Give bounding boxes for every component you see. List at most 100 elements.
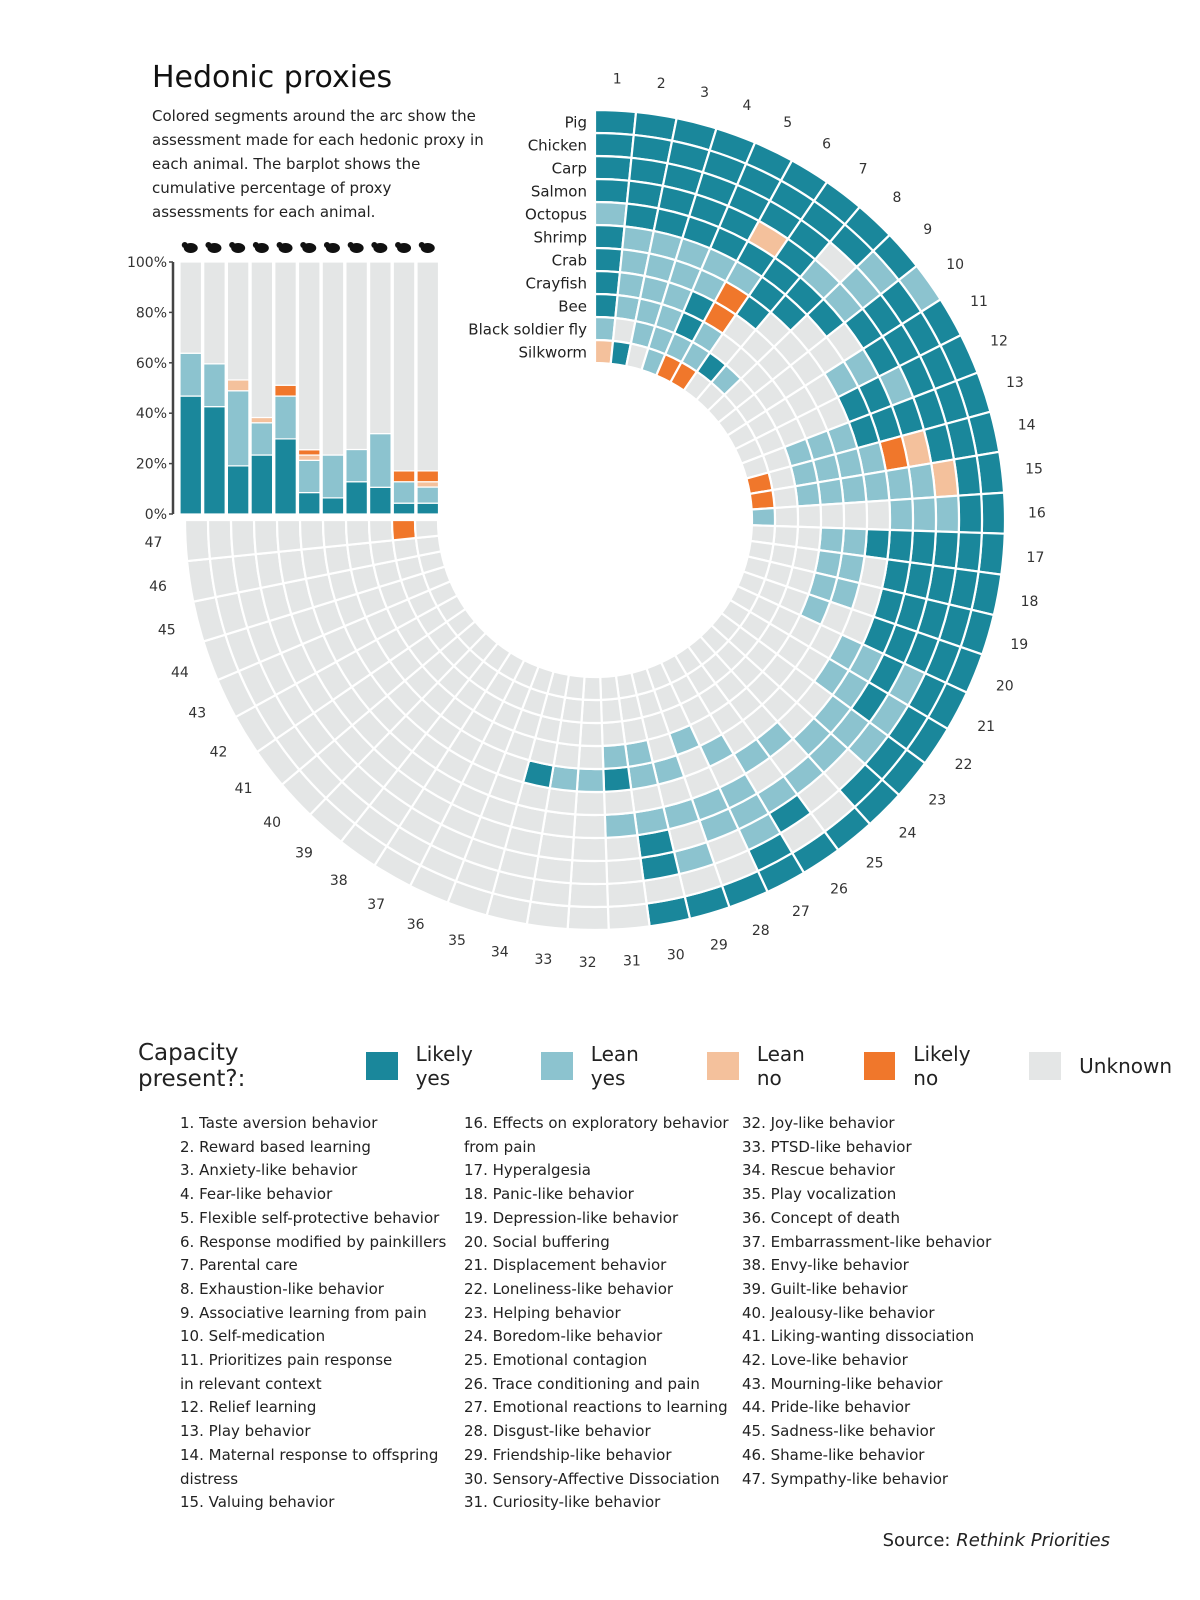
segment-pig-proxy-1 (593, 108, 638, 137)
segment-salmon-proxy-31 (604, 833, 642, 862)
bar-segment-likely_yes (274, 438, 297, 515)
segment-crab-proxy-32 (575, 767, 606, 794)
legend-item-label: Likely yes (415, 1042, 473, 1090)
legend-swatch (707, 1052, 739, 1080)
proxy-number: 22 (955, 757, 973, 773)
proxy-list-item: distress (180, 1469, 239, 1488)
ring-label: Chicken (528, 137, 587, 155)
legend-item-label: Lean yes (590, 1042, 639, 1090)
proxy-number: 36 (407, 917, 425, 933)
bar-segment-likely_yes (392, 502, 416, 515)
y-tick-label: 0% (145, 507, 167, 523)
segment-salmon-proxy-32 (571, 836, 608, 863)
segment-shrimp-proxy-17 (863, 527, 891, 561)
proxy-list-item: 47. Sympathy-like behavior (742, 1469, 949, 1488)
bar-segment-lean_yes (416, 486, 440, 504)
proxy-number: 21 (977, 719, 995, 735)
proxy-number: 5 (783, 115, 792, 131)
bar-segment-unknown (203, 261, 226, 365)
segment-salmon-proxy-16 (911, 496, 938, 533)
proxy-list-item: 13. Play behavior (180, 1422, 311, 1441)
segment-bee-proxy-32 (578, 721, 604, 748)
proxy-list-item: 32. Joy-like behavior (742, 1114, 895, 1132)
segment-salmon-proxy-1 (593, 177, 631, 205)
proxy-list-item: 34. Rescue behavior (742, 1161, 896, 1180)
legend-item-unknown: Unknown (1029, 1052, 1172, 1080)
proxy-number: 26 (830, 882, 848, 898)
proxy-number: 34 (491, 945, 509, 961)
ring-label: Pig (565, 114, 587, 132)
segment-silkworm-proxy-31 (599, 674, 621, 702)
ring-label: Crayfish (526, 275, 587, 293)
legend-label: Capacity present?: (138, 1040, 246, 1092)
proxy-number: 19 (1010, 637, 1028, 653)
ring-label: Bee (558, 298, 587, 316)
ring-label: Carp (552, 160, 587, 178)
proxy-numbers: 1 234567891011121314151617181920212223242… (145, 72, 1046, 971)
proxy-number: 3 (700, 85, 709, 101)
legend-swatch (365, 1052, 398, 1080)
segment-bee-proxy-1 (593, 292, 619, 320)
ring-label: Black soldier fly (468, 321, 587, 339)
legend: Capacity present?: Likely yes Lean yes Lea… (138, 1040, 1200, 1092)
segment-shrimp-proxy-31 (602, 788, 636, 816)
proxy-list-item: 26. Trace conditioning and pain (464, 1374, 700, 1393)
segment-octopus-proxy-32 (572, 813, 607, 840)
bar-segment-unknown (226, 261, 250, 381)
bar-segment-likely_yes (179, 395, 203, 515)
proxy-number: 25 (866, 855, 884, 871)
proxy-list-item: 35. Play vocalization (742, 1185, 897, 1204)
proxy-number: 23 (928, 793, 946, 809)
ring-label: Silkworm (518, 344, 587, 362)
segment-chicken-proxy-17 (954, 531, 983, 573)
segment-octopus-proxy-1 (593, 200, 629, 228)
chart-subtitle: Colored segments around the arc show the… (152, 107, 484, 221)
proxy-list-item: 7. Parental care (180, 1256, 298, 1275)
y-tick-label: 20% (136, 457, 167, 473)
proxy-list-item: 15. Valuing behavior (180, 1493, 335, 1512)
bar-segment-likely_yes (369, 486, 392, 515)
y-tick-label: 40% (136, 406, 167, 422)
segment-crab-proxy-47 (321, 518, 349, 549)
segment-crayfish-proxy-32 (577, 744, 605, 771)
legend-item-label: Likely no (913, 1042, 971, 1090)
segment-crayfish-proxy-17 (817, 526, 845, 555)
segment-crab-proxy-33 (548, 764, 580, 793)
bar-segment-lean_no (226, 379, 250, 392)
segment-chicken-proxy-16 (957, 492, 984, 535)
y-tick-label: 100% (127, 255, 167, 271)
segment-crab-proxy-31 (602, 765, 633, 793)
segment-shrimp-proxy-1 (593, 223, 626, 251)
segment-black-soldier-fly-proxy-46 (391, 536, 420, 562)
proxy-list-item: from pain (464, 1137, 537, 1156)
proxy-number: 11 (970, 294, 988, 310)
ring-label: Shrimp (534, 229, 588, 247)
segment-crab-proxy-17 (840, 527, 868, 558)
proxy-number: 44 (171, 665, 189, 681)
legend-swatch (1029, 1052, 1062, 1080)
proxy-number: 13 (1006, 375, 1024, 391)
ring-labels: Pig Chicken Carp Salmon Octopus Shrimp Crab Cra… (468, 114, 587, 362)
segment-octopus-proxy-31 (603, 811, 639, 839)
segment-pig-proxy-32 (566, 904, 610, 932)
bar-segment-lean_yes (226, 390, 250, 467)
proxy-list-item: 9. Associative learning from pain (180, 1303, 427, 1322)
source-name: Rethink Priorities (956, 1530, 1110, 1551)
proxy-list-item: 14. Maternal response to offspring (180, 1445, 439, 1464)
proxy-number: 46 (149, 579, 167, 595)
proxy-number: 14 (1018, 418, 1036, 434)
proxy-number: 43 (188, 706, 206, 722)
bar-segment-unknown (392, 261, 416, 472)
proxy-number: 1 (613, 72, 622, 88)
proxy-number: 47 (145, 535, 163, 551)
proxy-list-item: 46. Shame-like behavior (742, 1445, 925, 1464)
bar-segment-lean_yes (345, 448, 368, 483)
proxy-number: 33 (535, 952, 553, 968)
proxy-list-item: 45. Sadness-like behavior (742, 1422, 935, 1441)
segment-crab-proxy-16 (842, 500, 869, 531)
bar-segment-likely_yes (226, 465, 250, 515)
segment-shrimp-proxy-32 (574, 790, 606, 817)
segment-bee-proxy-46 (368, 539, 398, 567)
bar-segment-likely_no (392, 470, 416, 483)
proxy-list-item: 21. Displacement behavior (464, 1256, 667, 1275)
